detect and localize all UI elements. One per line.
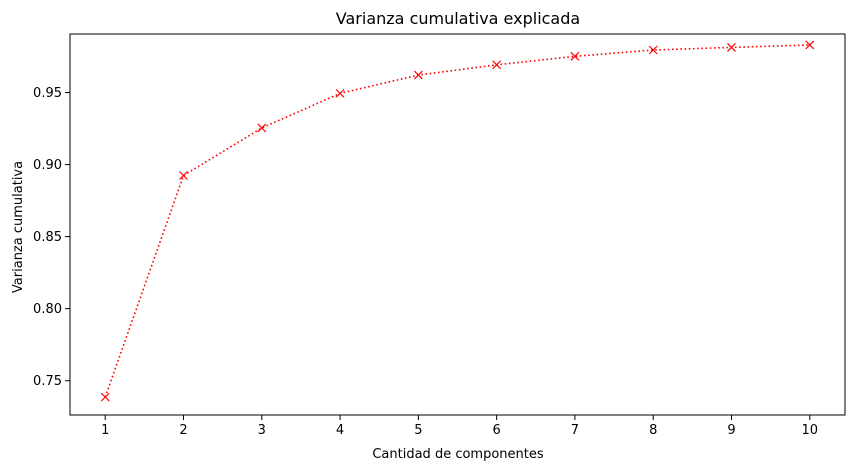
chart-title: Varianza cumulativa explicada [336, 9, 580, 28]
y-tick-label: 0.75 [33, 374, 62, 389]
x-tick-label: 4 [336, 423, 344, 438]
x-tick-label: 1 [101, 423, 109, 438]
data-point-marker [492, 60, 502, 70]
x-tick-label: 8 [649, 423, 657, 438]
y-tick-label: 0.95 [33, 86, 62, 101]
x-axis-label: Cantidad de componentes [372, 447, 544, 462]
y-axis-label: Varianza cumulativa [11, 161, 26, 293]
x-tick-label: 3 [258, 423, 266, 438]
data-point-marker [648, 45, 658, 55]
data-point-marker [335, 88, 345, 98]
data-point-marker [100, 392, 110, 402]
y-tick-label: 0.90 [33, 158, 62, 173]
data-point-marker [179, 171, 188, 180]
y-tick-label: 0.85 [33, 230, 62, 245]
x-tick-label: 7 [571, 423, 579, 438]
data-point-marker [727, 42, 736, 52]
data-point-marker [805, 40, 815, 50]
data-point-marker [413, 70, 423, 80]
data-point-marker [257, 123, 267, 133]
plot-frame [69, 33, 846, 416]
x-tick-label: 9 [727, 423, 735, 438]
x-tick-label: 6 [493, 423, 501, 438]
x-tick-label: 5 [414, 423, 422, 438]
data-point-marker [570, 51, 580, 61]
y-tick-label: 0.80 [33, 302, 62, 317]
x-tick-label: 2 [179, 423, 187, 438]
plot-area: 1 2 3 4 5 6 7 8 9 10 0.75 0.80 0.85 0.90 0.95 [33, 33, 846, 438]
series-line [104, 44, 810, 398]
x-tick-label: 10 [801, 423, 818, 438]
